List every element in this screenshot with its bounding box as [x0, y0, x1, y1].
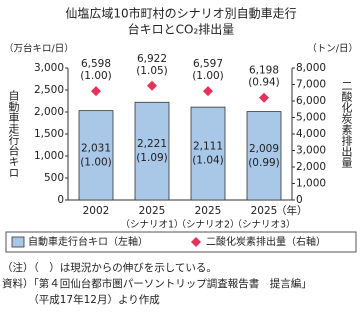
note: （注）（ ）は現況からの伸びを示している。 — [2, 261, 217, 274]
marker-ratio-label: (1.00) — [80, 70, 112, 82]
legend-swatch — [191, 237, 201, 247]
bar — [134, 101, 170, 201]
bar-ratio-label: (0.99) — [248, 157, 280, 169]
bar-value-label: 2,111 — [193, 141, 223, 153]
marker — [147, 80, 157, 91]
y2-tick-label: 3,000 — [296, 145, 326, 157]
x-tick-note: （シナリオ1） — [120, 219, 183, 231]
bar-ratio-label: (1.09) — [136, 152, 168, 164]
marker-value-label: 6,198 — [249, 65, 279, 77]
x-tick-label: 2025 — [195, 205, 222, 217]
marker — [91, 86, 101, 97]
marker-ratio-label: (1.05) — [136, 65, 168, 77]
y2-tick-label: 6,000 — [296, 95, 326, 107]
x-tick-label: 2025 — [251, 205, 278, 217]
x-tick-label: 2002 — [83, 205, 110, 217]
y2-tick-label: 7,000 — [296, 79, 326, 91]
legend-label: 二酸化炭素排出量（右軸） — [206, 235, 326, 248]
x-axis-label: （年） — [276, 204, 308, 217]
y-unit: （万台キロ/日） — [4, 43, 74, 55]
chart-title: 仙塩広域10市町村のシナリオ別自動車走行 — [65, 6, 296, 21]
y2-axis-label: 二酸化炭素排出量 — [340, 80, 353, 168]
marker-ratio-label: (1.00) — [192, 70, 224, 82]
marker-ratio-label: (0.94) — [248, 77, 280, 89]
x-tick-note: （シナリオ3） — [232, 219, 295, 231]
legend-label: 自動車走行台キロ（左軸） — [28, 235, 148, 248]
y2-tick-label: 4,000 — [296, 128, 326, 140]
marker-value-label: 6,922 — [137, 53, 167, 65]
x-tick-label: 2025 — [139, 205, 166, 217]
x-tick-note: （シナリオ2） — [176, 219, 239, 231]
y-tick-label: 3,000 — [34, 62, 64, 74]
y-tick-label: 0 — [57, 194, 64, 206]
y2-tick-label: 2,000 — [296, 161, 326, 173]
marker-value-label: 6,597 — [193, 58, 223, 70]
marker — [259, 92, 269, 103]
note: 資料）「第４回仙台都市圏パーソントリップ調査報告書 提言編」 — [2, 277, 312, 290]
legend-swatch — [11, 236, 25, 248]
y2-unit: （トン/日） — [307, 43, 358, 55]
bar-value-label: 2,221 — [137, 138, 167, 150]
y2-tick-label: 5,000 — [296, 112, 326, 124]
bar — [190, 106, 226, 201]
y-tick-label: 1,000 — [34, 150, 64, 162]
y-tick-label: 500 — [44, 172, 64, 184]
bar-value-label: 2,009 — [249, 143, 279, 155]
note: （平成17年12月）より作成 — [2, 293, 160, 306]
y-axis-label: 自動車走行台キロ — [7, 90, 20, 178]
y2-tick-label: 0 — [296, 194, 303, 206]
bar — [78, 110, 114, 201]
y-tick-label: 2,000 — [34, 106, 64, 118]
y2-tick-label: 1,000 — [296, 178, 326, 190]
bar — [246, 111, 282, 201]
chart-title: 台キロとCO₂排出量 — [128, 22, 235, 37]
y2-tick-label: 8,000 — [296, 62, 326, 74]
marker-value-label: 6,598 — [81, 58, 111, 70]
y-tick-label: 1,500 — [34, 128, 64, 140]
bar-ratio-label: (1.04) — [192, 155, 224, 167]
legend-box — [5, 231, 357, 253]
y-tick-label: 2,500 — [34, 84, 64, 96]
bar-value-label: 2,031 — [81, 142, 111, 154]
marker — [203, 86, 213, 97]
bar-ratio-label: (1.00) — [80, 156, 112, 168]
